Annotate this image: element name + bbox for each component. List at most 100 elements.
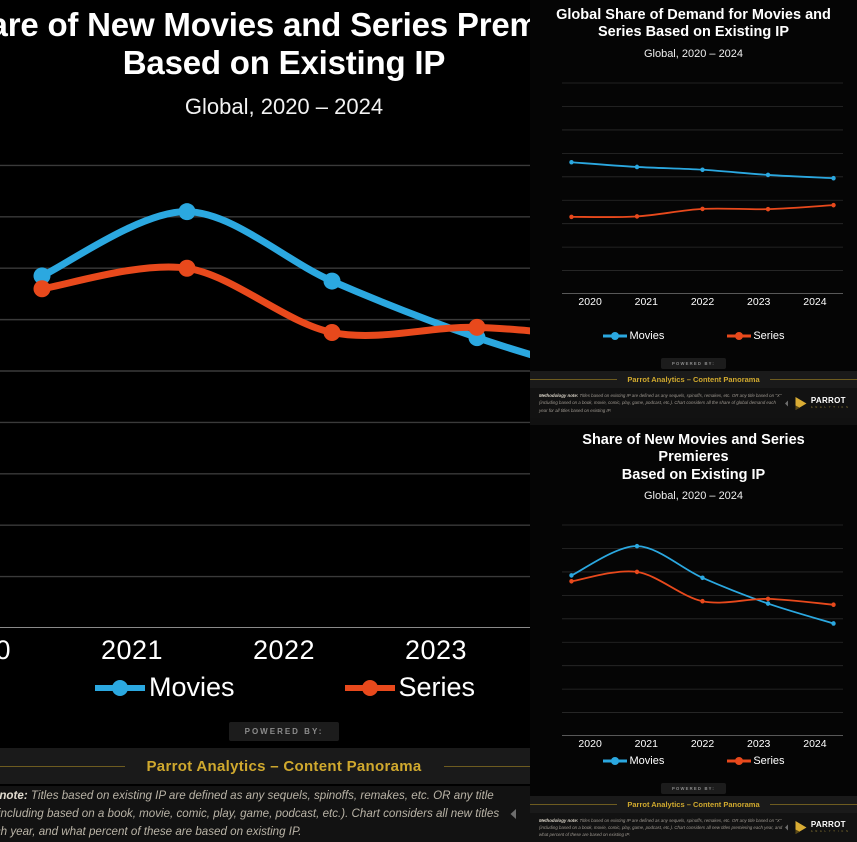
methodology-note-body: Titles based on existing IP are defined …	[0, 789, 500, 838]
chevron-left-icon	[784, 400, 788, 406]
legend-marker-movies-icon	[603, 332, 628, 340]
legend-marker-movies-icon	[603, 757, 628, 765]
legend-label-movies: Movies	[629, 755, 665, 767]
x-tick-2024: 2024	[803, 738, 827, 751]
panel-bottom-title-line1: Share of New Movies and Series Premieres	[582, 432, 805, 466]
legend-item-movies[interactable]: Movies	[602, 755, 664, 767]
panel-bottom-powered-by: POWERED BY:	[530, 783, 857, 794]
parrot-logo: PARROT A N A L Y T I C S	[507, 797, 530, 831]
band-rule-right	[769, 379, 857, 380]
panel-top-legend: Movies Series	[530, 330, 857, 342]
methodology-note: Methodology note: Titles based on existi…	[0, 786, 530, 842]
x-tick-2023: 2023	[747, 738, 771, 751]
band-rule-left	[0, 765, 125, 767]
chevron-left-icon	[510, 809, 516, 819]
page-title-line1: are of New Movies and Series Premier	[0, 6, 530, 43]
page-title-line2: Based on Existing IP	[122, 43, 446, 81]
panel-top-plot-area: 0%10%20%30%40%50%60%70%80%90%	[562, 76, 843, 294]
zoomed-plot-area	[0, 150, 530, 628]
legend-label-movies: Movies	[629, 330, 665, 342]
methodology-note-text: Methodology note: Titles based on existi…	[539, 392, 783, 413]
parrot-mark-icon	[795, 396, 807, 410]
panel-bottom-methodology-note: Methodology note: Titles based on existi…	[530, 813, 857, 842]
legend-marker-series-icon	[344, 679, 395, 696]
x-tick-2020: 2020	[578, 295, 602, 308]
methodology-note-body: Titles based on existing IP are defined …	[539, 393, 782, 413]
methodology-note-body: Titles based on existing IP are defined …	[539, 817, 783, 838]
x-tick-2021: 2021	[100, 634, 164, 665]
parrot-mark-icon	[795, 821, 807, 834]
x-tick-2022: 2022	[252, 634, 316, 665]
legend-label-series: Series	[398, 672, 476, 702]
panel-top-brand-band: Parrot Analytics – Content Panorama	[530, 371, 857, 388]
panel-top-title-line2: Series Based on Existing IP	[598, 24, 789, 41]
band-label: Parrot Analytics – Content Panorama	[627, 800, 760, 809]
legend-item-series[interactable]: Series	[343, 672, 476, 703]
band-rule-left	[530, 804, 618, 805]
powered-by-badge: POWERED BY:	[661, 358, 726, 369]
legend-item-series[interactable]: Series	[726, 330, 785, 342]
line-chart-svg	[0, 164, 530, 628]
x-tick-2022: 2022	[690, 295, 715, 308]
band-rule-right	[769, 804, 857, 805]
powered-by-row: POWERED BY:	[0, 722, 530, 741]
legend-marker-series-icon	[727, 332, 752, 340]
legend-label-series: Series	[753, 755, 785, 767]
page-title: are of New Movies and Series Premier Bas…	[0, 0, 530, 82]
x-tick-2021: 2021	[634, 295, 658, 308]
logo-wordmark: PARROT	[810, 395, 846, 405]
panel-bottom-title-line2: Based on Existing IP	[621, 466, 766, 483]
methodology-note-text: Methodology note: Titles based on existi…	[0, 787, 507, 841]
panel-bottom-title: Share of New Movies and Series Premieres…	[530, 425, 857, 484]
legend-item-movies[interactable]: Movies	[93, 672, 235, 703]
legend-marker-series-icon	[727, 757, 752, 765]
parrot-logo: PARROT A N A L Y T I C S	[783, 819, 849, 836]
x-tick-2022: 2022	[690, 738, 715, 751]
legend-marker-movies-icon	[94, 679, 145, 696]
legend-item-movies[interactable]: Movies	[602, 330, 664, 342]
x-tick-2024: 2024	[512, 635, 530, 666]
panel-bottom-plot-area: 0%2%4%6%8%10%12%14%16%18%	[562, 518, 843, 737]
panel-top-line-svg: 0%10%20%30%40%50%60%70%80%90%	[562, 82, 843, 294]
x-axis-labels: 2020 2021 2022 2023 2024	[0, 628, 530, 672]
powered-by-badge: POWERED BY:	[228, 722, 340, 741]
powered-by-badge: POWERED BY:	[661, 783, 726, 794]
panel-top-title-line1: Global Share of Demand for Movies and	[556, 7, 831, 23]
x-tick-2020: 2020	[578, 738, 602, 751]
methodology-note-label: Methodology note:	[539, 393, 579, 399]
zoomed-chart-panel: are of New Movies and Series Premier Bas…	[0, 0, 530, 842]
panel-top-x-axis: 2020 2021 2022 2023 2024	[562, 296, 843, 308]
panel-bottom-legend: Movies Series	[530, 755, 857, 767]
share-of-new-premieres-panel: Share of New Movies and Series Premieres…	[530, 425, 857, 842]
legend-item-series[interactable]: Series	[726, 755, 785, 767]
logo-tagline: A N A L Y T I C S	[810, 405, 849, 409]
x-tick-2020: 2020	[0, 634, 12, 665]
x-tick-2023: 2023	[747, 295, 771, 308]
global-share-of-demand-panel: Global Share of Demand for Movies and Se…	[530, 0, 857, 418]
panel-top-title: Global Share of Demand for Movies and Se…	[530, 0, 857, 42]
band-rule-left	[530, 379, 618, 380]
panel-bottom-line-svg: 0%2%4%6%8%10%12%14%16%18%	[562, 524, 843, 737]
band-rule-right	[443, 765, 530, 767]
panel-bottom-brand-band: Parrot Analytics – Content Panorama	[530, 796, 857, 813]
brand-band: Parrot Analytics – Content Panorama	[0, 748, 530, 784]
legend-label-series: Series	[753, 330, 785, 342]
x-tick-2023: 2023	[404, 634, 468, 665]
panel-divider	[530, 418, 857, 425]
panel-top-subtitle: Global, 2020 – 2024	[643, 47, 744, 60]
panel-bottom-subtitle: Global, 2020 – 2024	[643, 490, 744, 503]
x-tick-2024: 2024	[803, 295, 827, 308]
panel-bottom-chart: 0%2%4%6%8%10%12%14%16%18% 20202021202220…	[538, 510, 849, 758]
methodology-note-text: Methodology note: Titles based on existi…	[539, 817, 783, 838]
band-label: Parrot Analytics – Content Panorama	[627, 375, 760, 384]
chart-legend: Movies Series	[0, 672, 530, 703]
methodology-note-label: Methodology note:	[0, 789, 28, 803]
panel-bottom-x-axis: 2020 2021 2022 2023 2024	[562, 738, 843, 750]
legend-label-movies: Movies	[148, 672, 235, 702]
x-tick-2021: 2021	[634, 738, 658, 751]
panel-top-powered-by: POWERED BY:	[530, 358, 857, 369]
chevron-left-icon	[784, 824, 788, 831]
band-label: Parrot Analytics – Content Panorama	[146, 757, 422, 775]
parrot-logo: PARROT A N A L Y T I C S	[783, 395, 849, 412]
